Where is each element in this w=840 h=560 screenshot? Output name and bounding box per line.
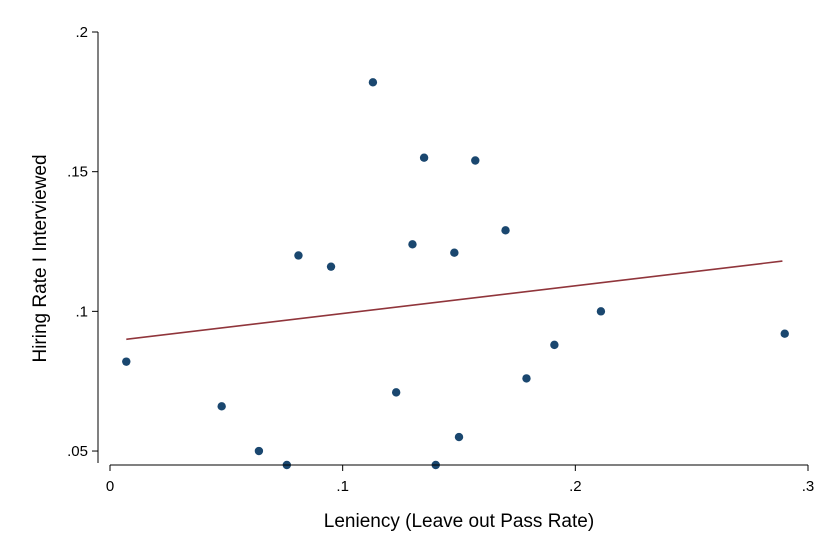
points-layer [122, 78, 789, 470]
data-point [391, 388, 401, 397]
fit-line-layer [126, 260, 783, 341]
x-tick-label: .3 [802, 478, 815, 495]
x-axis: 0 .1 .2 .3 [106, 464, 815, 495]
data-point [454, 432, 464, 442]
y-tick-label: .1 [75, 303, 88, 320]
fit-line [126, 260, 783, 341]
data-point [294, 251, 303, 260]
data-point [254, 446, 264, 456]
x-tick-label: .2 [569, 478, 582, 495]
data-point [419, 153, 429, 162]
data-point [550, 340, 559, 350]
x-tick-label: 0 [106, 478, 114, 495]
data-point [522, 374, 531, 383]
data-point [450, 248, 459, 257]
y-tick-label: .05 [67, 443, 88, 460]
y-axis: .05 .1 .15 .2 [67, 24, 99, 463]
y-tick-label: .15 [67, 164, 88, 181]
data-point [122, 357, 131, 366]
data-point [368, 78, 378, 87]
x-tick-label: .1 [336, 478, 349, 495]
data-point [780, 329, 789, 338]
data-point [326, 262, 336, 271]
y-tick-label: .2 [75, 24, 88, 41]
data-point [408, 240, 417, 249]
data-point [501, 226, 510, 235]
data-point [471, 156, 480, 165]
data-point [596, 307, 606, 316]
y-axis-title: Hiring Rate I Interviewed [30, 154, 51, 362]
data-point [217, 402, 226, 411]
x-axis-title: Leniency (Leave out Pass Rate) [324, 511, 594, 532]
